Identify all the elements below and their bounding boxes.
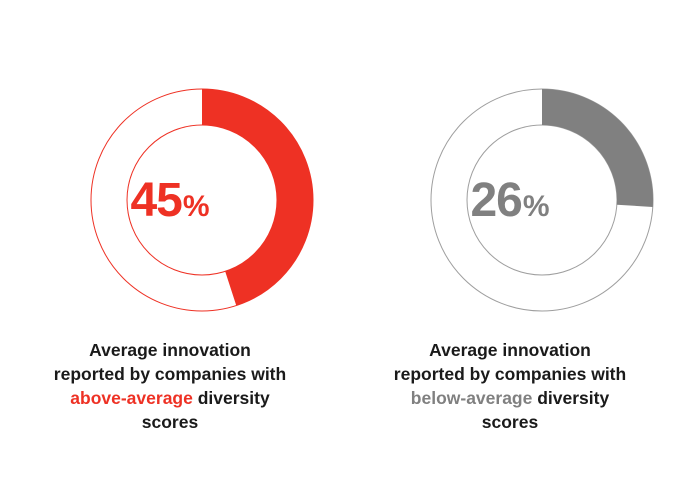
caption-rest: diversity <box>192 388 270 408</box>
caption-line-2: reported by companies with <box>53 364 287 384</box>
caption-line-2: reported by companies with <box>393 364 627 384</box>
donut-value-segment <box>202 89 313 306</box>
donut-panel-below-average: 26% Average innovation reported by compa… <box>340 0 680 492</box>
donut-panel-above-average: 45% Average innovation reported by compa… <box>0 88 340 434</box>
caption-line-3: above-average diversity <box>0 386 340 410</box>
percent-sign: % <box>522 190 550 223</box>
caption-line-3: below-average diversity <box>340 386 680 410</box>
caption-line-4: scores <box>481 412 539 432</box>
donut-chart <box>90 88 314 312</box>
donut-chart <box>430 88 654 312</box>
caption-line-1: Average innovation <box>429 340 591 360</box>
donut-caption: Average innovation reported by companies… <box>340 338 680 434</box>
percentage-value: 26 <box>470 174 522 227</box>
caption-line-1: Average innovation <box>89 340 251 360</box>
percentage-value: 45 <box>130 174 182 227</box>
caption-line-4: scores <box>141 412 199 432</box>
donut-caption: Average innovation reported by companies… <box>0 338 340 434</box>
donut-value-segment <box>542 89 653 207</box>
percentage-label: 45% <box>0 173 340 240</box>
caption-highlight: below-average <box>410 388 533 408</box>
percentage-label: 26% <box>340 173 680 240</box>
caption-highlight: above-average <box>70 388 193 408</box>
percent-sign: % <box>182 190 210 223</box>
caption-rest: diversity <box>532 388 610 408</box>
